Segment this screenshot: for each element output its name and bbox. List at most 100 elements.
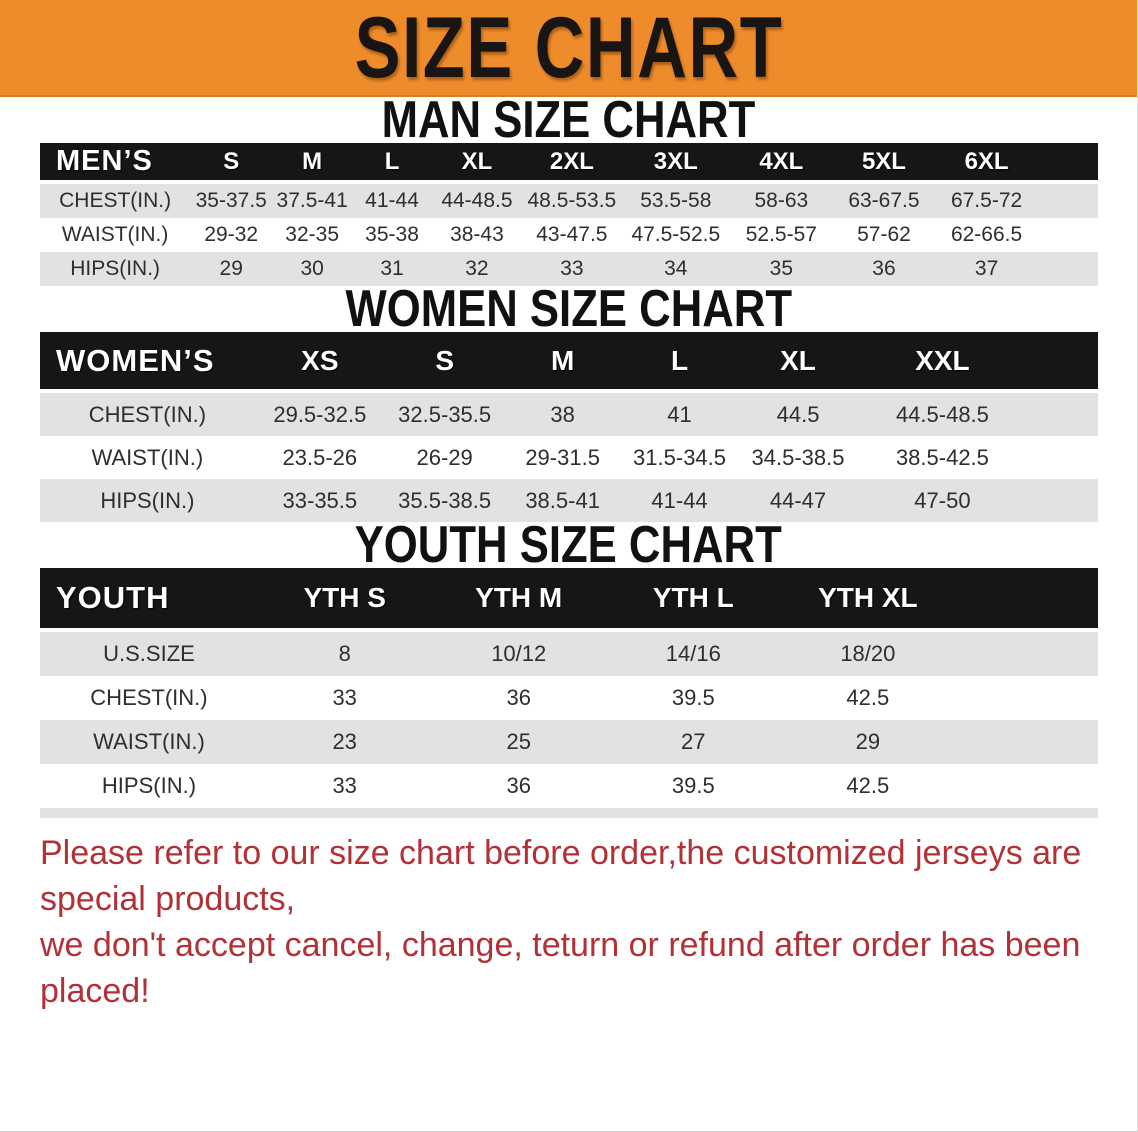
row-filler-cell — [1038, 252, 1098, 286]
size-value-cell: 26-29 — [416, 444, 473, 470]
size-value-cell: 33-35.5 — [282, 487, 358, 513]
youth-size-table: YOUTH YTH S YTH M YTH L YTH XL U.S.SIZE 8 10/12… — [40, 568, 1098, 818]
measurement-row: HIPS(IN.) 33 36 39.5 42.5 — [40, 764, 1098, 808]
header-filler-cell — [955, 568, 1098, 632]
banner: SIZE CHART — [0, 0, 1137, 97]
size-value-cell: 30 — [300, 257, 324, 280]
size-value-cell: 39.5 — [671, 773, 715, 798]
size-value-cell: 18/20 — [840, 641, 896, 666]
section-youth: YOUTH SIZE CHART YOUTH YTH S YTH M YTH L YTH… — [0, 516, 1137, 818]
size-value-cell: 34 — [664, 257, 688, 280]
table-title-cell: YOUTH — [40, 568, 258, 632]
row-label: WAIST(IN.) — [93, 729, 205, 754]
row-filler-cell — [1027, 479, 1098, 522]
disclaimer-line-1: Please refer to our size chart before or… — [40, 834, 1082, 918]
row-label: HIPS(IN.) — [70, 257, 161, 280]
size-column-header: S — [190, 143, 273, 184]
size-value-cell: 39.5 — [671, 685, 715, 710]
banner-title: SIZE CHART — [354, 0, 783, 96]
size-value-cell: 29 — [855, 729, 881, 754]
size-value-cell: 41-44 — [651, 487, 708, 513]
size-column-header: YTH L — [606, 568, 781, 632]
row-label: CHEST(IN.) — [88, 401, 207, 427]
disclaimer: Please refer to our size chart before or… — [0, 830, 1137, 1014]
size-value-cell: 35-38 — [365, 223, 419, 246]
size-value-cell: 33 — [332, 685, 357, 710]
size-column-header: S — [384, 332, 505, 393]
size-column-header: L — [620, 332, 739, 393]
size-value-cell: 41 — [667, 401, 692, 427]
size-value-cell: 37.5-41 — [276, 189, 348, 212]
size-value-cell: 25 — [506, 729, 531, 754]
size-value-cell: 41-44 — [365, 189, 419, 212]
measurement-row: HIPS(IN.) 29 30 31 32 33 34 35 36 37 — [40, 252, 1098, 286]
size-column-header: M — [272, 143, 353, 184]
row-filler-cell — [1038, 184, 1098, 218]
measurement-row: U.S.SIZE 8 10/12 14/16 18/20 — [40, 632, 1098, 676]
men-size-table: MEN’S S M L XL 2XL 3XL 4XL 5XL 6XL CHEST(IN.) 35-37… — [40, 143, 1098, 286]
size-value-cell: 67.5-72 — [950, 189, 1023, 212]
size-column-header: 4XL — [729, 143, 833, 184]
size-value-cell: 44-48.5 — [441, 189, 513, 212]
table-title-cell: WOMEN’S — [40, 332, 255, 393]
size-value-cell: 8 — [338, 641, 351, 666]
size-value-cell: 38-43 — [450, 223, 504, 246]
size-value-cell: 37 — [974, 257, 999, 280]
size-column-header: XXL — [857, 332, 1028, 393]
size-column-header: L — [352, 143, 432, 184]
size-value-cell: 33 — [332, 773, 357, 798]
size-column-header: M — [504, 332, 621, 393]
size-value-cell: 31.5-34.5 — [633, 444, 727, 470]
women-section-heading-text: WOMEN SIZE CHART — [345, 280, 792, 338]
row-label: CHEST(IN.) — [90, 685, 208, 710]
size-column-header: YTH M — [431, 568, 606, 632]
youth-section-heading-text: YOUTH SIZE CHART — [354, 516, 783, 574]
size-column-header: XS — [254, 332, 385, 393]
row-label: WAIST(IN.) — [91, 444, 204, 470]
row-label: HIPS(IN.) — [100, 487, 195, 513]
row-label: CHEST(IN.) — [59, 189, 172, 212]
size-value-cell: 47-50 — [914, 487, 971, 513]
size-column-header: 5XL — [832, 143, 935, 184]
size-column-header: 6XL — [935, 143, 1039, 184]
size-value-cell: 44.5 — [776, 401, 820, 427]
measurement-row: WAIST(IN.) 23.5-26 26-29 29-31.5 31.5-34.5 34… — [40, 436, 1098, 479]
size-value-cell: 62-66.5 — [950, 223, 1023, 246]
size-value-cell: 43-47.5 — [536, 223, 608, 246]
size-column-header: YTH XL — [780, 568, 956, 632]
size-value-cell: 35.5-38.5 — [398, 487, 492, 513]
section-women: WOMEN SIZE CHART WOMEN’S XS S M L XL XXL CHEST(… — [0, 280, 1137, 522]
size-value-cell: 36 — [506, 773, 531, 798]
size-value-cell: 47.5-52.5 — [631, 223, 721, 246]
size-value-cell: 63-67.5 — [848, 189, 920, 212]
disclaimer-line-2: we don't accept cancel, change, teturn o… — [40, 926, 1081, 1010]
size-value-cell: 57-62 — [857, 223, 911, 246]
row-filler-cell — [1027, 393, 1098, 436]
measurement-row: HIPS(IN.) 33-35.5 35.5-38.5 38.5-41 41-44 44-… — [40, 479, 1098, 522]
size-column-header: 3XL — [621, 143, 730, 184]
size-column-header: XL — [431, 143, 522, 184]
size-column-header: YTH S — [257, 568, 432, 632]
size-value-cell: 44.5-48.5 — [895, 401, 989, 427]
measurement-row: CHEST(IN.) 33 36 39.5 42.5 — [40, 676, 1098, 720]
size-value-cell: 44-47 — [769, 487, 827, 513]
size-value-cell: 29-31.5 — [525, 444, 600, 470]
size-value-cell: 29-32 — [204, 223, 259, 246]
size-value-cell: 42.5 — [846, 685, 890, 710]
size-value-cell: 35 — [769, 257, 794, 280]
row-filler-cell — [955, 720, 1098, 764]
size-value-cell: 29 — [219, 257, 243, 280]
size-column-header: XL — [738, 332, 858, 393]
row-filler-cell — [1038, 218, 1098, 252]
size-value-cell: 38.5-41 — [525, 487, 600, 513]
women-size-table: WOMEN’S XS S M L XL XXL CHEST(IN.) 29.5-32.5 32.5… — [40, 332, 1098, 522]
size-value-cell: 42.5 — [846, 773, 890, 798]
row-filler-cell — [955, 764, 1098, 808]
measurement-row: WAIST(IN.) 23 25 27 29 — [40, 720, 1098, 764]
table-title-cell: MEN’S — [40, 143, 191, 184]
size-value-cell: 23.5-26 — [282, 444, 358, 470]
size-value-cell: 27 — [681, 729, 706, 754]
measurement-row: CHEST(IN.) 29.5-32.5 32.5-35.5 38 41 44.5 44.5… — [40, 393, 1098, 436]
row-label: WAIST(IN.) — [61, 223, 169, 246]
